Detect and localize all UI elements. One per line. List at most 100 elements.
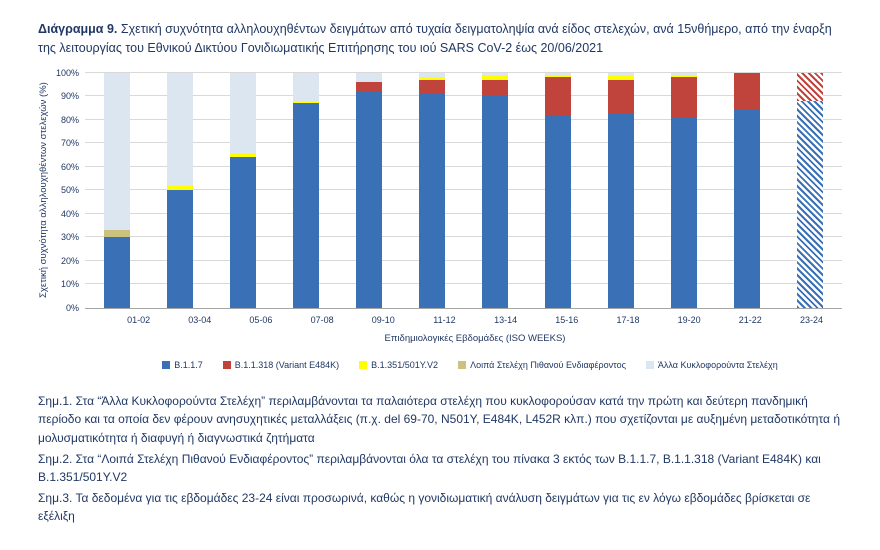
footnote-2: Σημ.2. Στα “Λοιπά Στελέχη Πιθανού Ενδιαφ…: [38, 451, 821, 485]
bar-column-11-12: [400, 72, 463, 308]
legend-swatch: [222, 360, 231, 369]
stacked-bar: [103, 72, 130, 308]
gridline: [85, 118, 842, 120]
stacked-bar: [355, 72, 382, 308]
bar-segment: [671, 117, 698, 308]
bar-segment: [671, 75, 698, 78]
gridline: [85, 259, 842, 261]
bar-segment: [608, 79, 635, 113]
bar-segment: [355, 72, 382, 83]
bar-column-21-22: [716, 72, 779, 308]
bar-segment: [545, 75, 572, 78]
gridline: [85, 71, 842, 73]
bar-segment: [418, 77, 445, 80]
gridline: [85, 95, 842, 97]
bar-segment: [545, 77, 572, 116]
stacked-bar: [734, 72, 761, 308]
bar-segment: [166, 190, 193, 308]
bar-segment: [545, 115, 572, 308]
legend-item: Λοιπά Στελέχη Πιθανού Ενδιαφέροντος: [458, 360, 626, 370]
gridline: [85, 236, 842, 238]
stacked-bar: [482, 72, 508, 308]
chart-legend: B.1.1.7 B.1.1.318 (Variant E484K) B.1.351/…: [98, 360, 842, 370]
legend-swatch: [162, 360, 171, 369]
bar-segment: [608, 112, 635, 308]
x-tick-label: 07-08: [310, 314, 334, 325]
bar-column-15-16: [527, 72, 590, 308]
bar-segment: [671, 72, 698, 76]
gridline: [85, 142, 842, 144]
legend-label: B.1.1.318 (Variant E484K): [234, 359, 340, 370]
bar-segment: [671, 77, 698, 118]
bar-segment: [482, 96, 508, 308]
legend-item: B.1.351/501Y.V2: [359, 360, 438, 370]
stacked-bar: [608, 72, 635, 308]
legend-label: Λοιπά Στελέχη Πιθανού Ενδιαφέροντος: [470, 359, 626, 370]
stacked-bar-chart: Σχετική συχνότητα αλληλουχηθέντων στελεχ…: [38, 68, 842, 370]
legend-swatch: [359, 360, 368, 369]
plot-area: [85, 71, 842, 309]
bar-segment: [418, 72, 445, 78]
x-axis-ticks: 01-02 03-04 05-06 07-08 09-10 11-12 13-14 15-16…: [108, 309, 842, 325]
bar-segment: [103, 72, 130, 231]
y-tick-label: 70%: [60, 138, 79, 149]
stacked-bar: [229, 72, 256, 308]
bar-segment: [797, 100, 824, 308]
legend-label: Άλλα Κυκλοφορούντα Στελέχη: [657, 359, 778, 370]
footnote-3: Σημ.3. Τα δεδομένα για τις εβδομάδες 23-…: [38, 490, 811, 524]
bar-segment: [797, 72, 824, 101]
bar-segment: [166, 72, 193, 186]
stacked-bar: [797, 72, 824, 308]
bar-segment: [734, 110, 761, 308]
stacked-bar: [292, 72, 319, 308]
stacked-bar: [418, 72, 445, 308]
bar-column-01-02: [85, 72, 148, 308]
bar-segment: [229, 72, 256, 153]
bar-column-19-20: [653, 72, 716, 308]
y-tick-label: 80%: [60, 114, 79, 125]
bar-segment: [355, 91, 382, 308]
bar-segment: [292, 72, 319, 101]
stacked-bar: [166, 72, 193, 308]
x-tick-label: 01-02: [127, 314, 151, 325]
bar-segment: [545, 72, 572, 76]
bar-column-05-06: [211, 72, 274, 308]
x-tick-label: 13-14: [494, 314, 518, 325]
x-tick-label: 03-04: [188, 314, 212, 325]
x-tick-label: 21-22: [738, 314, 762, 325]
gridline: [85, 189, 842, 191]
bar-segment: [734, 72, 761, 111]
legend-swatch: [645, 360, 654, 369]
stacked-bar: [671, 72, 698, 308]
legend-item: Άλλα Κυκλοφορούντα Στελέχη: [645, 359, 778, 370]
bar-segment: [103, 230, 130, 238]
bar-column-07-08: [274, 72, 337, 308]
x-tick-label: 23-24: [799, 314, 823, 325]
bar-segment: [608, 72, 635, 76]
y-tick-label: 0%: [65, 302, 79, 313]
x-tick-label: 15-16: [555, 314, 579, 325]
bars-container: [85, 72, 842, 308]
bar-segment: [418, 79, 445, 94]
bar-segment: [103, 237, 130, 308]
x-tick-label: 17-18: [616, 314, 640, 325]
bar-segment: [292, 100, 319, 104]
bar-column-03-04: [148, 72, 211, 308]
legend-label: B.1.351/501Y.V2: [371, 359, 439, 370]
bar-column-13-14: [463, 72, 526, 308]
y-tick-label: 30%: [60, 232, 79, 243]
stacked-bar: [545, 72, 572, 308]
y-axis-title: Σχετική συχνότητα αλληλουχηθέντων στελεχ…: [38, 82, 49, 299]
x-tick-label: 19-20: [677, 314, 701, 325]
bar-segment: [166, 185, 193, 191]
bar-segment: [229, 157, 256, 308]
bar-segment: [608, 75, 635, 80]
bar-column-23-24: [779, 72, 842, 308]
bar-segment: [482, 75, 508, 80]
x-tick-label: 11-12: [433, 314, 456, 325]
bar-segment: [229, 152, 256, 158]
bar-column-17-18: [590, 72, 653, 308]
gridline: [85, 283, 842, 285]
y-tick-label: 40%: [60, 208, 79, 219]
